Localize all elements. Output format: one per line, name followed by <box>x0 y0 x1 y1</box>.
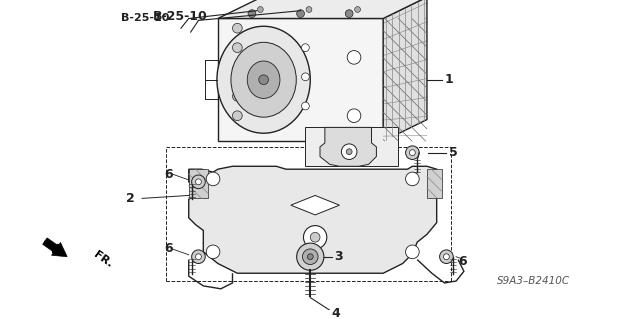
Circle shape <box>301 73 309 81</box>
Text: 4: 4 <box>332 307 340 319</box>
Polygon shape <box>383 0 427 141</box>
Circle shape <box>303 226 327 249</box>
Ellipse shape <box>217 26 310 133</box>
Text: 1: 1 <box>444 73 453 86</box>
Circle shape <box>297 10 305 18</box>
Circle shape <box>346 10 353 18</box>
Ellipse shape <box>231 42 296 117</box>
Circle shape <box>191 175 205 189</box>
Text: B-25-10: B-25-10 <box>153 10 207 23</box>
Text: 2: 2 <box>125 192 134 205</box>
Circle shape <box>410 150 415 156</box>
Circle shape <box>301 44 309 52</box>
Circle shape <box>191 250 205 263</box>
Circle shape <box>257 7 263 12</box>
Polygon shape <box>427 169 442 198</box>
Polygon shape <box>189 166 436 273</box>
Text: 6: 6 <box>458 255 467 268</box>
Text: FR.: FR. <box>92 249 114 269</box>
Circle shape <box>301 102 309 110</box>
Circle shape <box>310 233 320 242</box>
Text: 3: 3 <box>335 250 343 263</box>
Circle shape <box>341 144 357 160</box>
Circle shape <box>206 172 220 186</box>
Circle shape <box>348 51 361 64</box>
Circle shape <box>303 249 318 264</box>
Circle shape <box>346 149 352 155</box>
Circle shape <box>306 7 312 12</box>
Circle shape <box>196 254 202 260</box>
Text: 5: 5 <box>449 146 458 159</box>
Circle shape <box>348 109 361 122</box>
Circle shape <box>232 43 242 53</box>
Circle shape <box>406 172 419 186</box>
Circle shape <box>355 7 360 12</box>
Circle shape <box>406 146 419 160</box>
Text: 6: 6 <box>164 167 173 181</box>
Ellipse shape <box>247 61 280 99</box>
Circle shape <box>259 75 268 85</box>
Polygon shape <box>218 0 427 19</box>
Circle shape <box>232 111 242 121</box>
Text: 6: 6 <box>164 242 173 256</box>
Circle shape <box>307 254 313 260</box>
Polygon shape <box>305 127 398 166</box>
Polygon shape <box>43 238 67 257</box>
Circle shape <box>406 245 419 259</box>
Circle shape <box>248 10 256 18</box>
Polygon shape <box>189 169 208 198</box>
Circle shape <box>232 92 242 101</box>
Circle shape <box>444 254 449 260</box>
Polygon shape <box>320 127 376 166</box>
Text: B-25-10: B-25-10 <box>121 13 169 24</box>
Polygon shape <box>218 19 383 141</box>
Circle shape <box>232 64 242 74</box>
Circle shape <box>206 245 220 259</box>
Circle shape <box>297 243 324 270</box>
Polygon shape <box>291 196 339 215</box>
Circle shape <box>232 23 242 33</box>
Text: S9A3–B2410C: S9A3–B2410C <box>497 276 570 286</box>
Circle shape <box>196 179 202 185</box>
Circle shape <box>440 250 453 263</box>
